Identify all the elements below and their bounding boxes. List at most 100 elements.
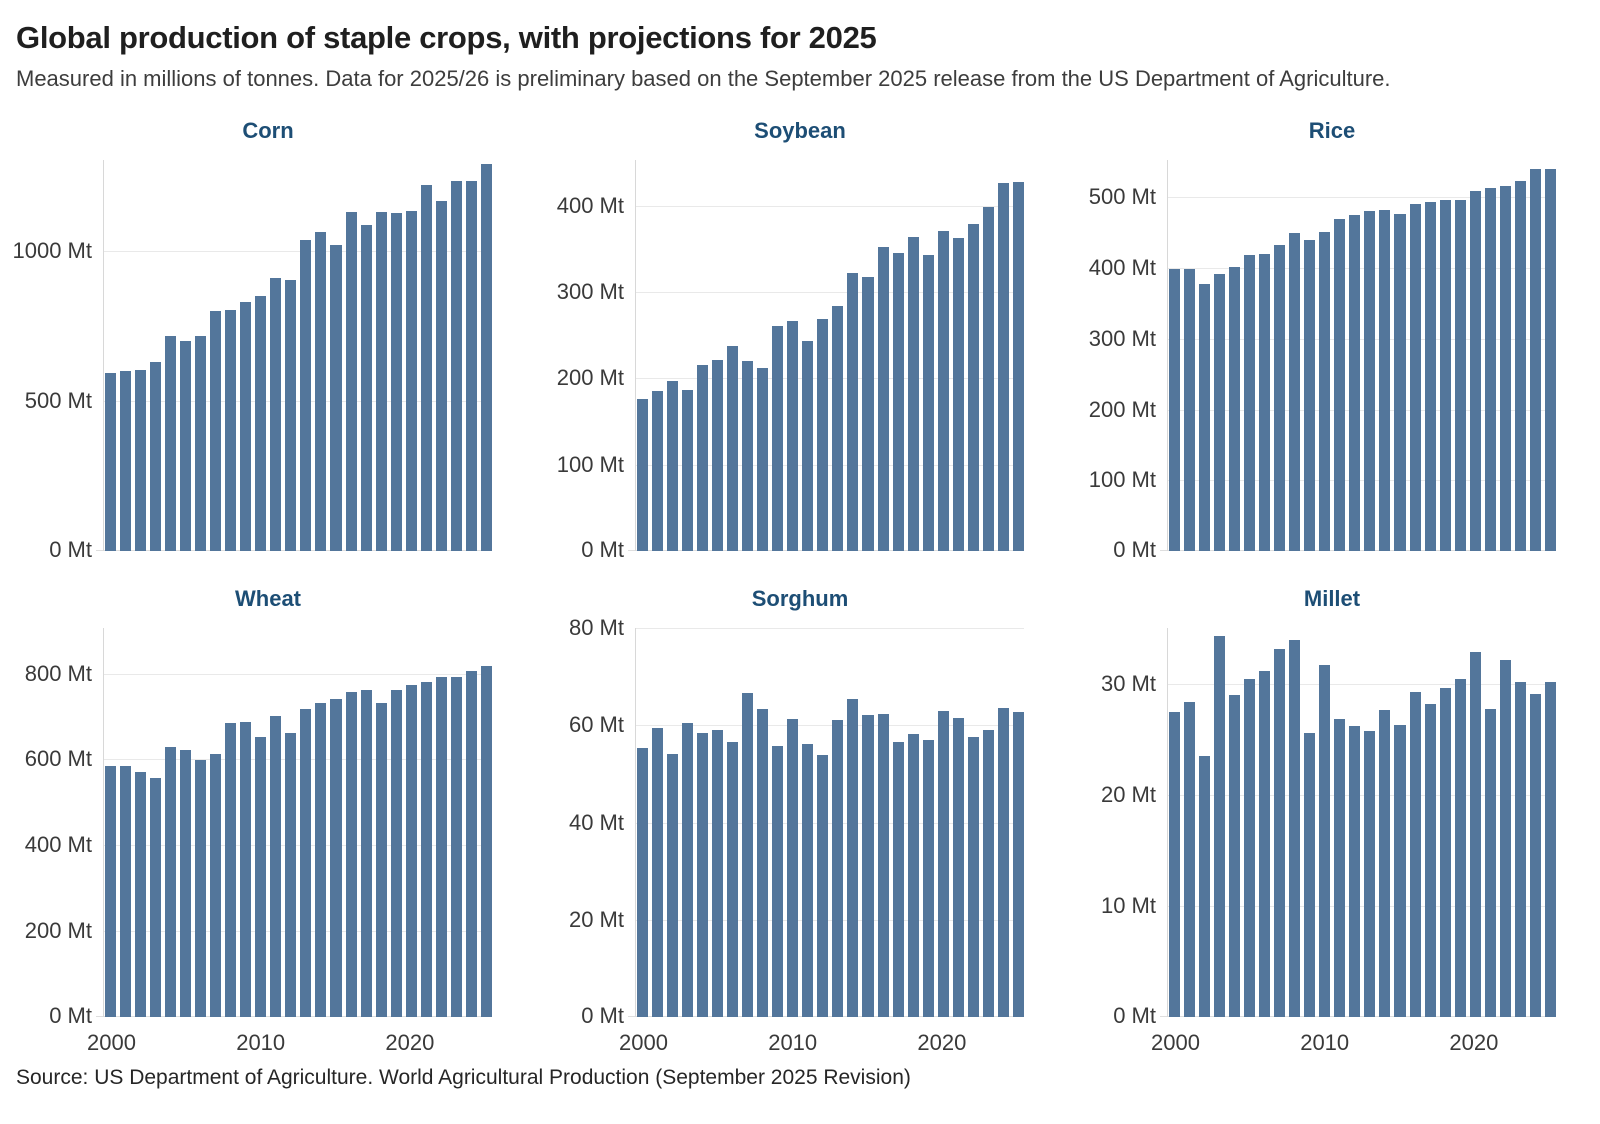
bar-2003 xyxy=(1214,273,1226,551)
y-tick-label: 500 Mt xyxy=(1088,184,1156,209)
bar-2018 xyxy=(1439,688,1451,1017)
bar-2008 xyxy=(757,368,769,551)
x-tick-label: 2000 xyxy=(619,1030,668,1055)
x-tick-label: 2010 xyxy=(1300,1030,1350,1055)
bar-2013 xyxy=(300,240,312,551)
bar-2012 xyxy=(1349,725,1361,1017)
bar-2017 xyxy=(892,742,904,1017)
bar-2019 xyxy=(922,739,934,1017)
bar-2004 xyxy=(697,733,709,1017)
gridline xyxy=(636,465,1024,466)
plot-area: 0 Mt 500 Mt 1000 Mt xyxy=(13,160,492,562)
gridline xyxy=(104,674,492,675)
gridline xyxy=(1168,684,1556,685)
bar-2015 xyxy=(1394,214,1406,551)
bar-2024 xyxy=(1529,693,1541,1017)
bar-2011 xyxy=(802,744,814,1017)
bar-2022 xyxy=(1499,660,1511,1017)
bar-2016 xyxy=(877,713,889,1017)
bar-2008 xyxy=(1289,640,1301,1017)
bar-2012 xyxy=(1349,215,1361,551)
bars-group xyxy=(105,628,492,1017)
bar-2005 xyxy=(180,340,192,551)
bar-2023 xyxy=(450,180,462,551)
bar-2000 xyxy=(1169,712,1181,1017)
bar-2017 xyxy=(360,225,372,551)
bar-2013 xyxy=(1364,731,1376,1017)
bar-2017 xyxy=(1424,202,1436,551)
y-tick-label: 400 Mt xyxy=(556,193,624,218)
gridline xyxy=(636,823,1024,824)
gridline xyxy=(636,292,1024,293)
bar-2000 xyxy=(637,399,649,551)
y-tick-label: 600 Mt xyxy=(24,746,92,771)
bar-2016 xyxy=(1409,203,1421,551)
plot-area: 0 Mt 200 Mt 400 Mt 600 Mt 800 Mt 2000 2010 2020 xyxy=(25,628,492,1055)
bar-2004 xyxy=(1229,266,1241,551)
bar-2009 xyxy=(772,325,784,551)
y-tick-label: 500 Mt xyxy=(24,388,92,413)
bar-2025 xyxy=(1544,168,1556,551)
x-tick-label: 2010 xyxy=(236,1030,286,1055)
y-tick-label: 300 Mt xyxy=(556,279,624,304)
chart-title: Millet xyxy=(1303,586,1361,611)
bar-2019 xyxy=(1454,199,1466,551)
bar-2005 xyxy=(1244,255,1256,551)
bar-2020 xyxy=(937,230,949,551)
y-tick-label: 20 Mt xyxy=(568,907,624,932)
gridline xyxy=(1168,480,1556,481)
plot-area: 0 Mt 20 Mt 40 Mt 60 Mt 80 Mt 2000 2010 2020 xyxy=(569,615,1024,1055)
bar-2011 xyxy=(1334,219,1346,551)
gridline xyxy=(1168,906,1556,907)
bar-2006 xyxy=(1259,254,1271,551)
y-tick-label: 0 Mt xyxy=(581,537,624,562)
bar-2017 xyxy=(360,689,372,1017)
bar-2001 xyxy=(1184,702,1196,1017)
bar-2008 xyxy=(225,722,237,1017)
bar-2015 xyxy=(330,245,342,551)
bar-2022 xyxy=(967,737,979,1017)
bar-2012 xyxy=(817,754,829,1017)
bar-2013 xyxy=(300,708,312,1017)
bar-2022 xyxy=(1499,186,1511,551)
bar-2021 xyxy=(420,185,432,551)
gridline xyxy=(104,251,492,252)
gridline xyxy=(104,401,492,402)
gridline xyxy=(1168,268,1556,269)
bar-2014 xyxy=(1379,710,1391,1017)
bar-2009 xyxy=(772,745,784,1017)
y-tick-label: 1000 Mt xyxy=(12,238,93,263)
bar-2011 xyxy=(270,278,282,551)
bar-2024 xyxy=(465,181,477,551)
y-axis-line xyxy=(1167,628,1168,1017)
bar-2023 xyxy=(1514,181,1526,551)
bars-group xyxy=(637,160,1024,551)
bar-2011 xyxy=(270,716,282,1017)
bars-group xyxy=(637,628,1024,1017)
y-tick-label: 400 Mt xyxy=(24,832,92,857)
bar-2012 xyxy=(285,733,297,1017)
bar-2021 xyxy=(1484,188,1496,551)
bar-2024 xyxy=(1529,168,1541,551)
y-tick-label: 0 Mt xyxy=(1113,537,1156,562)
bar-2004 xyxy=(697,364,709,551)
chart-title: Wheat xyxy=(235,586,301,611)
bar-2017 xyxy=(892,253,904,551)
bar-2005 xyxy=(1244,679,1256,1017)
y-tick-label: 0 Mt xyxy=(581,1003,624,1028)
bar-2013 xyxy=(1364,210,1376,551)
x-tick-label: 2000 xyxy=(87,1030,136,1055)
gridline xyxy=(636,628,1024,629)
bar-2010 xyxy=(255,296,267,551)
y-tick-label: 0 Mt xyxy=(1113,1003,1156,1028)
bar-2007 xyxy=(1274,649,1286,1017)
y-tick-label: 30 Mt xyxy=(1100,671,1156,696)
page-title: Global production of staple crops, with … xyxy=(16,20,877,55)
bar-2014 xyxy=(315,702,327,1017)
gridline xyxy=(636,920,1024,921)
bar-2020 xyxy=(1469,191,1481,551)
bar-2002 xyxy=(135,771,147,1017)
bar-2005 xyxy=(712,729,724,1017)
bar-2001 xyxy=(120,370,132,551)
